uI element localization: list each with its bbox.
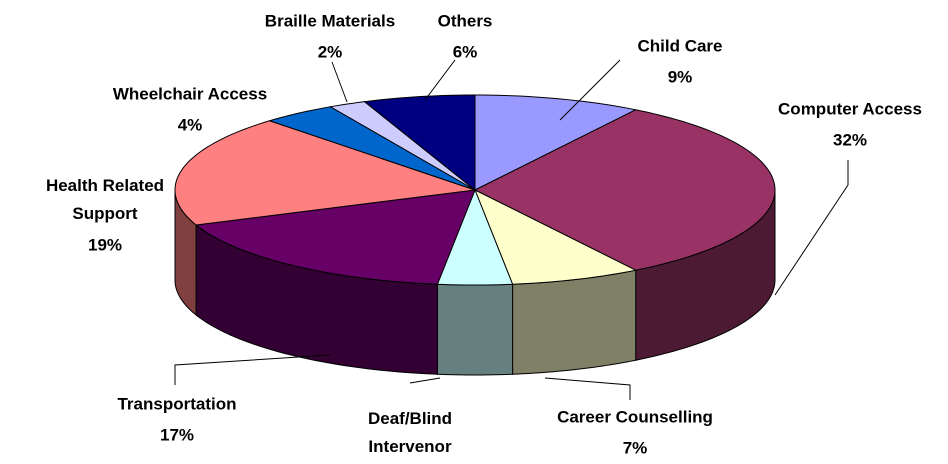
pie-slice bbox=[436, 188, 514, 286]
pie-slice bbox=[194, 189, 476, 285]
slice-value-label: 17% bbox=[160, 425, 194, 444]
slice-label: Braille Materials bbox=[265, 11, 395, 30]
pie-slice bbox=[174, 120, 476, 226]
slice-value-label: 9% bbox=[668, 67, 693, 86]
pie-slice bbox=[329, 101, 476, 191]
slice-value-label: 4% bbox=[178, 115, 203, 134]
pie-slice bbox=[474, 94, 638, 191]
leader-line bbox=[559, 59, 621, 121]
slice-label: Health Related Support bbox=[46, 176, 164, 223]
pie-side bbox=[436, 283, 514, 376]
pie-side bbox=[512, 269, 637, 375]
pie-slice bbox=[363, 94, 476, 192]
leader-line bbox=[774, 160, 849, 296]
pie-slice bbox=[473, 109, 776, 271]
slice-label: Deaf/Blind Intervenor bbox=[368, 409, 452, 456]
slice-value-label: 7% bbox=[623, 438, 648, 457]
pie-slice bbox=[474, 188, 638, 285]
leader-line bbox=[409, 377, 441, 384]
slice-value-label: 2% bbox=[318, 42, 343, 61]
slice-value-label: 6% bbox=[453, 42, 478, 61]
slice-label: Career Counselling bbox=[557, 407, 713, 426]
slice-value-label: 19% bbox=[88, 235, 122, 254]
slice-value-label: 32% bbox=[833, 130, 867, 149]
slice-label: Computer Access bbox=[778, 99, 922, 118]
slice-label: Others bbox=[438, 11, 493, 30]
pie-slice bbox=[267, 106, 476, 191]
leader-line bbox=[424, 59, 456, 101]
leader-line bbox=[331, 61, 348, 103]
slice-label: Child Care bbox=[637, 36, 722, 55]
leader-line bbox=[544, 377, 631, 400]
slice-label: Wheelchair Access bbox=[113, 84, 267, 103]
leader-line bbox=[174, 354, 331, 385]
slice-label: Transportation bbox=[117, 394, 236, 413]
